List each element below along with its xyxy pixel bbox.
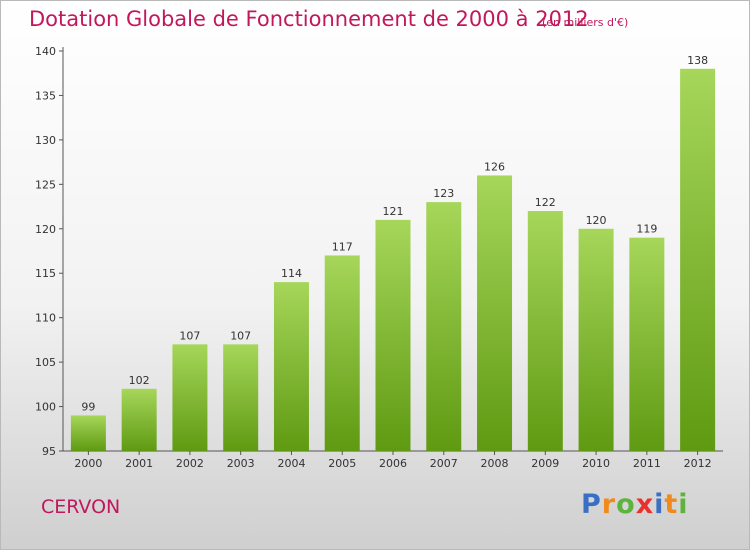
y-tick-label: 140 xyxy=(35,45,56,58)
bar-value-label: 107 xyxy=(179,329,200,342)
x-tick-label: 2008 xyxy=(481,457,509,470)
bar-value-label: 114 xyxy=(281,267,302,280)
logo-letter: t xyxy=(664,489,679,520)
bar xyxy=(375,219,411,451)
logo-letter: i xyxy=(678,489,689,520)
bar-value-label: 138 xyxy=(687,54,708,67)
bar xyxy=(223,344,259,451)
x-tick-label: 2012 xyxy=(684,457,712,470)
bar-value-label: 123 xyxy=(433,187,454,200)
x-tick-label: 2009 xyxy=(531,457,559,470)
logo-letter: r xyxy=(601,489,617,520)
x-tick-label: 2005 xyxy=(328,457,356,470)
y-tick-label: 125 xyxy=(35,178,56,191)
chart-title: Dotation Globale de Fonctionnement de 20… xyxy=(29,7,589,31)
y-tick-label: 95 xyxy=(42,445,56,458)
bar-value-label: 121 xyxy=(383,205,404,218)
y-tick-label: 115 xyxy=(35,267,56,280)
bar xyxy=(477,175,513,451)
bar xyxy=(172,344,208,451)
bar-value-label: 117 xyxy=(332,240,353,253)
proxiti-logo: Proxiti xyxy=(581,489,689,520)
bar-value-label: 126 xyxy=(484,160,505,173)
bar-value-label: 122 xyxy=(535,196,556,209)
x-tick-label: 2000 xyxy=(74,457,102,470)
bar-value-label: 119 xyxy=(636,223,657,236)
y-tick-label: 130 xyxy=(35,134,56,147)
logo-letter: i xyxy=(654,489,665,520)
bar xyxy=(324,255,360,451)
x-tick-label: 2001 xyxy=(125,457,153,470)
logo-letter: x xyxy=(635,489,655,520)
x-tick-label: 2002 xyxy=(176,457,204,470)
x-tick-label: 2007 xyxy=(430,457,458,470)
bar xyxy=(273,282,309,451)
x-tick-label: 2003 xyxy=(227,457,255,470)
bar xyxy=(578,228,614,451)
bar-value-label: 102 xyxy=(129,374,150,387)
y-tick-label: 105 xyxy=(35,356,56,369)
y-tick-label: 100 xyxy=(35,401,56,414)
logo-letter: o xyxy=(616,489,636,520)
y-tick-label: 135 xyxy=(35,89,56,102)
x-tick-label: 2006 xyxy=(379,457,407,470)
bar xyxy=(527,211,563,451)
chart-subtitle: (en milliers d'€) xyxy=(542,16,629,29)
commune-name: CERVON xyxy=(41,496,121,518)
bar-value-label: 107 xyxy=(230,329,251,342)
bar xyxy=(629,237,665,451)
y-tick-label: 110 xyxy=(35,312,56,325)
bar xyxy=(121,388,157,451)
logo-letter: P xyxy=(581,489,602,520)
x-tick-label: 2011 xyxy=(633,457,661,470)
bar-value-label: 99 xyxy=(81,400,95,413)
bar xyxy=(426,202,462,451)
x-tick-label: 2010 xyxy=(582,457,610,470)
bar-value-label: 120 xyxy=(586,214,607,227)
bar xyxy=(680,68,716,452)
y-tick-label: 120 xyxy=(35,223,56,236)
bar xyxy=(70,415,106,451)
x-tick-label: 2004 xyxy=(277,457,305,470)
